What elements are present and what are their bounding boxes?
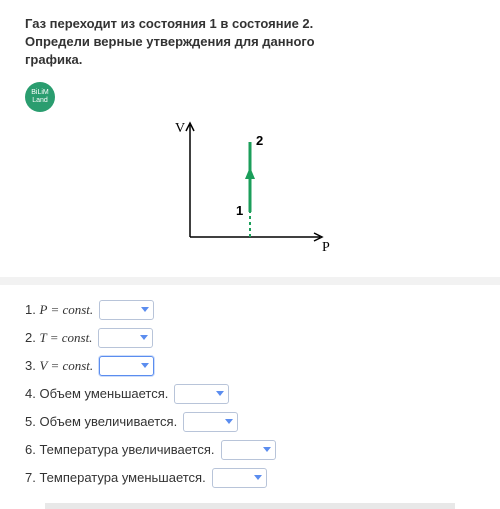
statement-row: 7. Температура уменьшается. — [25, 468, 475, 488]
statement-label: 2. T = const. — [25, 330, 92, 346]
brand-badge: BiLiM Land — [25, 82, 55, 112]
statement-row: 4. Объем уменьшается. — [25, 384, 475, 404]
statement-label: 6. Температура увеличивается. — [25, 442, 215, 457]
statement-label: 7. Температура уменьшается. — [25, 470, 206, 485]
answer-dropdown-2[interactable] — [98, 328, 153, 348]
y-axis-label: V — [175, 121, 185, 136]
question-line3: графика. — [25, 52, 82, 67]
statement-row: 3. V = const. — [25, 356, 475, 376]
answer-dropdown-3[interactable] — [99, 356, 154, 376]
statement-row: 6. Температура увеличивается. — [25, 440, 475, 460]
chevron-down-icon — [216, 391, 224, 396]
answer-dropdown-1[interactable] — [99, 300, 154, 320]
statement-label: 4. Объем уменьшается. — [25, 386, 168, 401]
chevron-down-icon — [141, 307, 149, 312]
question-line2: Определи верные утверждения для данного — [25, 34, 315, 49]
answer-dropdown-6[interactable] — [221, 440, 276, 460]
chevron-down-icon — [225, 419, 233, 424]
badge-text: BiLiM Land — [25, 89, 55, 104]
statement-label: 1. P = const. — [25, 302, 93, 318]
answer-dropdown-7[interactable] — [212, 468, 267, 488]
pv-chart: V P 1 2 — [160, 117, 340, 257]
question-text: Газ переходит из состояния 1 в состояние… — [25, 15, 475, 70]
statement-label: 5. Объем увеличивается. — [25, 414, 177, 429]
statement-row: 2. T = const. — [25, 328, 475, 348]
statement-row: 1. P = const. — [25, 300, 475, 320]
x-axis-label: P — [322, 240, 330, 255]
question-line1: Газ переходит из состояния 1 в состояние… — [25, 16, 313, 31]
bottom-bar — [45, 503, 455, 509]
chevron-down-icon — [141, 363, 149, 368]
answer-dropdown-5[interactable] — [183, 412, 238, 432]
point1-label: 1 — [236, 203, 243, 218]
chevron-down-icon — [140, 335, 148, 340]
chevron-down-icon — [254, 475, 262, 480]
section-divider — [0, 277, 500, 285]
answer-dropdown-4[interactable] — [174, 384, 229, 404]
statement-label: 3. V = const. — [25, 358, 93, 374]
chart-svg: V P 1 2 — [160, 117, 340, 257]
point2-label: 2 — [256, 133, 263, 148]
chevron-down-icon — [263, 447, 271, 452]
statement-row: 5. Объем увеличивается. — [25, 412, 475, 432]
statements-list: 1. P = const. 2. T = const. 3. V = const… — [25, 300, 475, 488]
